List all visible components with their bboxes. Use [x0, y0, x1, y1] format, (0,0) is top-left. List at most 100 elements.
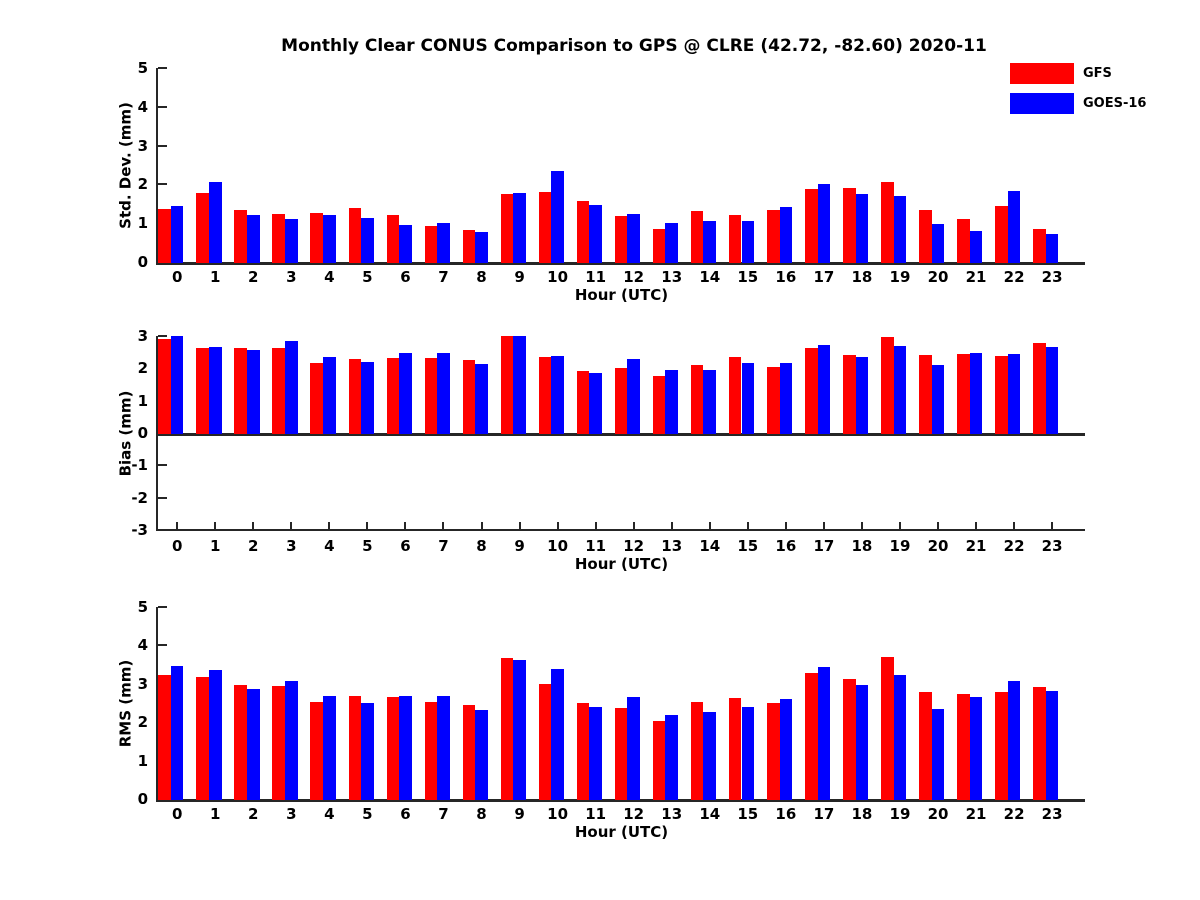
x-tick-label: 17	[813, 268, 835, 286]
bar-gfs-hour-8	[462, 705, 476, 800]
bar-gfs-hour-10	[538, 192, 552, 263]
bar-gfs-hour-9	[500, 658, 514, 800]
x-tick-label: 19	[889, 805, 911, 823]
bar-goes16-hour-16	[779, 206, 793, 263]
bar-goes16-hour-13	[665, 223, 678, 263]
x-tick-label: 2	[248, 805, 259, 823]
bar-goes16-hour-12	[627, 213, 640, 263]
bar-goes16-hour-12	[627, 358, 640, 434]
bar-gfs-hour-20	[919, 209, 932, 263]
bar-goes16-hour-13	[665, 715, 678, 800]
y-tick-label: 0	[137, 253, 148, 271]
x-tick	[670, 522, 673, 530]
x-tick	[822, 522, 825, 530]
bar-gfs-hour-23	[1033, 229, 1046, 263]
x-tick-label: 13	[661, 268, 683, 286]
x-tick-label: 20	[927, 805, 949, 823]
bar-goes16-hour-13	[665, 370, 678, 434]
x-tick-label: 15	[737, 268, 759, 286]
x-tick	[746, 522, 749, 530]
bar-gfs-hour-21	[957, 693, 970, 800]
x-tick-label: 23	[1041, 268, 1063, 286]
x-axis-label-bias: Hour (UTC)	[574, 555, 669, 573]
bar-gfs-hour-0	[158, 674, 171, 800]
x-tick-label: 0	[171, 805, 183, 823]
y-tick	[158, 144, 167, 147]
x-tick	[937, 522, 939, 530]
x-tick-label: 2	[248, 268, 259, 286]
x-tick-label: 15	[737, 537, 759, 555]
x-tick-label: 11	[585, 805, 607, 823]
x-tick-label: 0	[171, 537, 183, 555]
x-tick-label: 4	[324, 537, 335, 555]
bar-gfs-hour-16	[766, 703, 780, 800]
y-tick	[158, 335, 167, 337]
bar-goes16-hour-17	[817, 666, 831, 800]
bar-goes16-hour-17	[817, 344, 831, 434]
bar-gfs-hour-8	[462, 230, 476, 263]
bar-goes16-hour-1	[208, 669, 222, 800]
bar-goes16-hour-20	[931, 365, 945, 434]
bar-goes16-hour-10	[551, 669, 564, 800]
bar-goes16-hour-4	[323, 215, 336, 263]
y-axis-spine	[156, 68, 158, 263]
bar-goes16-hour-16	[779, 698, 793, 800]
x-tick	[594, 522, 597, 530]
bar-goes16-hour-21	[969, 231, 983, 263]
x-axis-baseline	[156, 799, 1085, 802]
bar-goes16-hour-5	[361, 362, 374, 434]
bar-gfs-hour-6	[386, 215, 400, 263]
x-tick-label: 14	[699, 805, 721, 823]
x-tick-label: 22	[1003, 268, 1025, 286]
bar-goes16-hour-12	[627, 696, 640, 800]
bar-goes16-hour-21	[969, 352, 983, 434]
x-tick-label: 5	[362, 268, 373, 286]
x-tick-label: 21	[965, 268, 987, 286]
x-tick-label: 14	[699, 537, 721, 555]
y-tick	[158, 496, 167, 499]
y-tick-label: -3	[131, 521, 148, 539]
x-tick-label: 21	[965, 537, 987, 555]
bar-gfs-hour-22	[995, 691, 1008, 800]
x-tick-label: 8	[476, 805, 487, 823]
bar-gfs-hour-14	[690, 701, 704, 800]
x-tick-label: 2	[248, 537, 259, 555]
x-tick	[518, 522, 521, 530]
bar-gfs-hour-14	[690, 364, 704, 434]
y-tick-label: 4	[137, 97, 148, 116]
bar-gfs-hour-3	[272, 686, 285, 800]
bar-gfs-hour-12	[614, 367, 628, 434]
bar-gfs-hour-12	[614, 216, 628, 263]
bar-goes16-hour-11	[589, 204, 602, 263]
x-tick-label: 18	[851, 268, 873, 286]
bar-goes16-hour-19	[893, 195, 907, 263]
x-tick	[290, 522, 293, 530]
x-tick-label: 15	[737, 805, 759, 823]
bar-goes16-hour-18	[855, 194, 869, 263]
bar-goes16-hour-19	[893, 345, 907, 434]
x-tick	[442, 522, 445, 530]
bar-goes16-hour-7	[437, 223, 450, 263]
x-tick-label: 23	[1041, 537, 1063, 555]
y-tick	[158, 606, 167, 608]
bar-gfs-hour-2	[234, 348, 247, 434]
bar-goes16-hour-18	[855, 684, 869, 800]
bar-gfs-hour-13	[652, 721, 666, 800]
y-tick-label: 0	[137, 790, 148, 808]
x-tick-label: 16	[775, 537, 797, 555]
x-tick-label: 8	[476, 268, 487, 286]
x-tick-label: 12	[623, 268, 645, 286]
bar-gfs-hour-7	[424, 701, 438, 800]
y-tick-label: 2	[137, 359, 148, 378]
bar-gfs-hour-7	[424, 225, 438, 263]
x-tick	[1051, 522, 1054, 530]
y-tick-label: 3	[137, 674, 148, 693]
y-tick-label: 2	[137, 175, 148, 194]
bar-gfs-hour-7	[424, 358, 438, 434]
bar-gfs-hour-15	[728, 698, 742, 800]
bar-goes16-hour-14	[703, 712, 717, 800]
bar-gfs-hour-11	[576, 200, 590, 263]
bar-gfs-hour-3	[272, 214, 285, 263]
x-tick-label: 11	[585, 537, 607, 555]
x-tick-label: 12	[623, 805, 645, 823]
